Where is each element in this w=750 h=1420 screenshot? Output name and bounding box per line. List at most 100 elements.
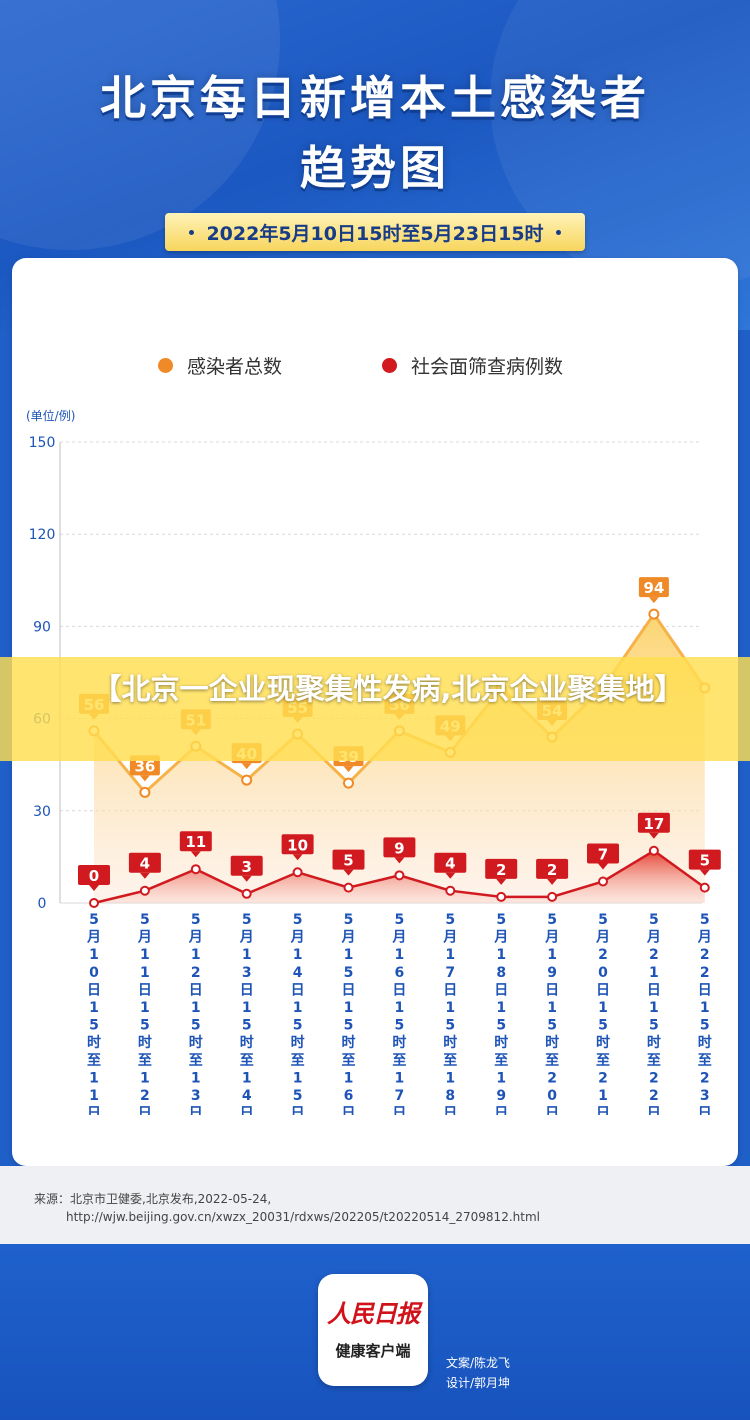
total-data-label: 36	[134, 757, 155, 775]
y-tick-label: 90	[33, 619, 51, 635]
screening-point	[598, 876, 608, 887]
source-section: 来源：北京市卫健委,北京发布,2022-05-24, http://wjw.be…	[0, 1166, 750, 1244]
screening-label-pointer	[241, 875, 252, 882]
legend-label-total: 感染者总数	[187, 356, 283, 378]
screening-label-pointer	[699, 869, 710, 876]
x-tick-label: 5月19日15时至20日15时	[544, 912, 559, 1115]
x-tick-label: 5月21日15时至22日15时	[646, 912, 661, 1115]
screening-label-pointer	[190, 851, 201, 858]
screening-label-pointer	[648, 832, 659, 839]
credit-text: 文案/陈龙飞	[446, 1356, 511, 1370]
page-title: 北京每日新增本土感染者	[100, 71, 650, 125]
banner-text: 【北京一企业现聚集性发病,北京企业聚集地】	[92, 672, 684, 706]
screening-label-pointer	[343, 869, 354, 876]
footer: 人民日报 健康客户端 文案/陈龙飞 设计/郭月坤	[0, 1244, 750, 1420]
screening-label-box	[688, 849, 721, 870]
screening-data-label: 3	[241, 858, 251, 876]
screening-point	[547, 891, 558, 902]
screening-data-label: 0	[89, 867, 99, 885]
brand-subtitle: 健康客户端	[335, 1342, 411, 1360]
y-tick-label: 30	[33, 804, 51, 820]
brand-name: 人民日报	[327, 1299, 420, 1328]
screening-point	[190, 864, 201, 875]
total-point	[648, 608, 660, 620]
screening-label-box	[128, 852, 161, 873]
x-tick-label: 5月17日15时至18日15时	[442, 912, 457, 1115]
screening-label-pointer	[139, 872, 150, 879]
legend-item-screening: 社会面筛查病例数	[382, 352, 563, 379]
screening-label-box	[637, 812, 670, 833]
credit-design: 设计/郭月坤	[446, 1376, 511, 1390]
legend-label-screening: 社会面筛查病例数	[411, 356, 564, 378]
total-label-pointer	[139, 775, 150, 782]
screening-label-box	[383, 837, 416, 858]
screening-point	[699, 882, 710, 893]
screening-label-pointer	[394, 857, 405, 864]
screening-label-pointer	[89, 885, 99, 891]
page-title-line2: 趋势图	[300, 141, 450, 195]
brand-logo: 人民日报 健康客户端	[318, 1274, 428, 1386]
legend-marker-screening	[382, 358, 397, 373]
screening-data-label: 7	[598, 845, 608, 863]
legend-marker-total	[158, 358, 173, 373]
screening-data-label: 10	[287, 836, 308, 854]
header-background: 北京每日新增本土感染者 趋势图	[0, 0, 750, 330]
total-point	[139, 786, 151, 798]
screening-data-label: 17	[643, 815, 664, 833]
x-tick-label: 5月15日15时至16日15时	[341, 912, 356, 1115]
screening-label-pointer	[292, 854, 303, 861]
total-label-pointer	[648, 597, 659, 604]
total-point	[241, 774, 253, 786]
y-axis-unit-label: (单位/例)	[26, 408, 75, 423]
screening-label-box	[536, 858, 569, 879]
screening-point	[343, 882, 354, 893]
date-range-text: 2022年5月10日15时至5月23日15时	[206, 222, 544, 245]
screening-label-pointer	[496, 878, 507, 885]
x-tick-label: 5月20日15时至21日15时	[595, 912, 610, 1115]
overlay-banner: 【北京一企业现聚集性发病,北京企业聚集地】	[0, 657, 750, 761]
screening-data-label: 2	[547, 861, 557, 879]
x-tick-label: 5月13日15时至14日15时	[239, 912, 254, 1115]
screening-label-box	[179, 831, 212, 852]
source-line: 来源：北京市卫健委,北京发布,2022-05-24,	[34, 1192, 272, 1206]
date-range-badge: 2022年5月10日15时至5月23日15时	[165, 213, 585, 251]
x-tick-label: 5月16日15时至17日15时	[391, 912, 406, 1115]
source-url: http://wjw.beijing.gov.cn/xwzx_20031/rdx…	[66, 1210, 540, 1224]
screening-data-label: 5	[700, 852, 710, 870]
screening-data-label: 5	[343, 852, 353, 870]
screening-point	[139, 885, 150, 896]
y-tick-label: 0	[38, 896, 47, 912]
screening-label-box	[281, 834, 314, 855]
y-tick-label: 150	[29, 435, 56, 451]
screening-label-box	[434, 852, 467, 873]
screening-data-label: 11	[185, 833, 206, 851]
screening-label-box	[78, 865, 110, 885]
total-point	[343, 777, 354, 789]
total-label-pointer	[343, 766, 354, 773]
screening-label-box	[332, 849, 365, 870]
screening-point	[292, 867, 303, 878]
x-tick-label: 5月18日15时至19日15时	[493, 912, 508, 1115]
screening-point	[445, 885, 456, 896]
y-tick-label: 120	[29, 527, 56, 543]
x-tick-label: 5月22日15时至23日15时	[697, 912, 712, 1115]
screening-point	[241, 888, 252, 899]
bullet-dot	[189, 229, 195, 235]
screening-data-label: 2	[496, 861, 506, 879]
x-tick-label: 5月12日15时至13日15时	[188, 912, 203, 1115]
screening-label-pointer	[445, 872, 456, 879]
screening-label-pointer	[598, 863, 608, 870]
x-tick-label: 5月14日15时至15日15时	[290, 912, 305, 1115]
x-tick-label: 5月11日15时至12日15时	[137, 912, 152, 1115]
total-data-label: 94	[643, 579, 664, 597]
screening-label-box	[230, 855, 263, 876]
screening-label-pointer	[547, 878, 558, 885]
total-label-box	[638, 577, 669, 598]
chart-legend: 感染者总数 社会面筛查病例数	[0, 352, 750, 382]
x-tick-label: 5月10日15时至11日15时	[86, 912, 101, 1115]
screening-label-box	[587, 843, 619, 864]
screening-point	[394, 870, 405, 881]
screening-point	[89, 898, 99, 908]
screening-point	[648, 845, 659, 856]
total-label-pointer	[241, 763, 252, 770]
